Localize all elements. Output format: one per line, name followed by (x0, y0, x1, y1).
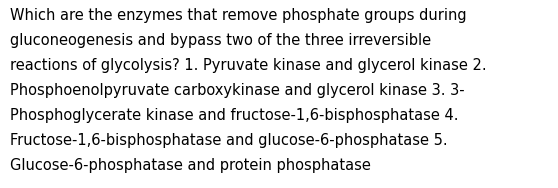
Text: Fructose-1,6-bisphosphatase and glucose-6-phosphatase 5.: Fructose-1,6-bisphosphatase and glucose-… (10, 133, 448, 148)
Text: Glucose-6-phosphatase and protein phosphatase: Glucose-6-phosphatase and protein phosph… (10, 158, 371, 173)
Text: Phosphoenolpyruvate carboxykinase and glycerol kinase 3. 3-: Phosphoenolpyruvate carboxykinase and gl… (10, 83, 465, 98)
Text: Which are the enzymes that remove phosphate groups during: Which are the enzymes that remove phosph… (10, 8, 466, 23)
Text: gluconeogenesis and bypass two of the three irreversible: gluconeogenesis and bypass two of the th… (10, 33, 431, 48)
Text: Phosphoglycerate kinase and fructose-1,6-bisphosphatase 4.: Phosphoglycerate kinase and fructose-1,6… (10, 108, 459, 123)
Text: reactions of glycolysis? 1. Pyruvate kinase and glycerol kinase 2.: reactions of glycolysis? 1. Pyruvate kin… (10, 58, 487, 73)
